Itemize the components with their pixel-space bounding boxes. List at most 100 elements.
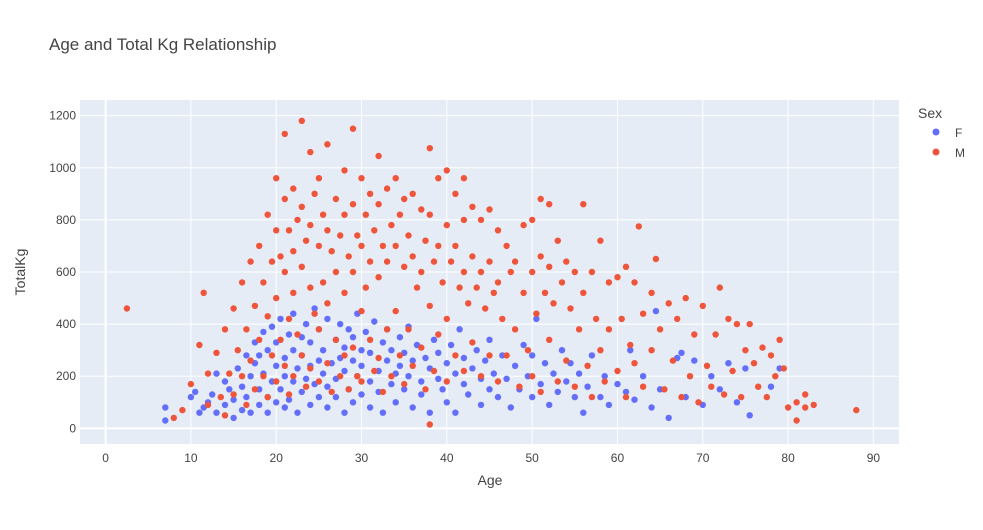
data-point-m[interactable] xyxy=(477,216,485,224)
data-point-m[interactable] xyxy=(388,221,395,229)
data-point-m[interactable] xyxy=(674,315,681,323)
data-point-m[interactable] xyxy=(200,289,207,296)
data-point-m[interactable] xyxy=(456,284,463,291)
data-point-m[interactable] xyxy=(733,320,741,328)
data-point-m[interactable] xyxy=(507,268,514,276)
data-point-m[interactable] xyxy=(298,352,305,359)
data-point-m[interactable] xyxy=(234,347,241,354)
data-point-m[interactable] xyxy=(435,242,442,250)
data-point-m[interactable] xyxy=(618,315,625,323)
data-point-f[interactable] xyxy=(256,352,263,359)
data-point-m[interactable] xyxy=(328,388,335,396)
data-point-f[interactable] xyxy=(290,310,297,317)
data-point-m[interactable] xyxy=(767,352,775,359)
data-point-m[interactable] xyxy=(571,268,578,276)
data-point-m[interactable] xyxy=(307,365,314,372)
data-point-m[interactable] xyxy=(622,263,630,270)
data-point-m[interactable] xyxy=(290,289,297,296)
data-point-m[interactable] xyxy=(776,336,783,343)
data-point-m[interactable] xyxy=(656,326,664,333)
data-point-m[interactable] xyxy=(230,391,237,398)
data-point-m[interactable] xyxy=(204,370,212,377)
data-point-m[interactable] xyxy=(315,175,323,182)
data-point-m[interactable] xyxy=(763,393,770,401)
data-point-f[interactable] xyxy=(290,347,297,354)
data-point-m[interactable] xyxy=(383,258,391,265)
data-point-f[interactable] xyxy=(319,347,327,354)
data-point-m[interactable] xyxy=(635,223,642,230)
data-point-m[interactable] xyxy=(315,326,323,333)
data-point-m[interactable] xyxy=(631,279,638,286)
data-point-m[interactable] xyxy=(426,302,433,310)
data-point-f[interactable] xyxy=(315,393,323,401)
data-point-m[interactable] xyxy=(511,326,519,333)
data-point-m[interactable] xyxy=(720,391,728,398)
data-point-m[interactable] xyxy=(341,289,348,296)
data-point-f[interactable] xyxy=(307,339,314,346)
data-point-f[interactable] xyxy=(264,409,271,416)
data-point-f[interactable] xyxy=(486,386,493,393)
data-point-f[interactable] xyxy=(456,326,463,333)
data-point-f[interactable] xyxy=(213,370,220,377)
data-point-m[interactable] xyxy=(516,383,523,390)
data-point-f[interactable] xyxy=(358,347,365,354)
data-point-f[interactable] xyxy=(708,373,715,380)
data-point-f[interactable] xyxy=(294,365,301,372)
data-point-f[interactable] xyxy=(247,373,254,380)
data-point-f[interactable] xyxy=(324,404,331,411)
data-point-m[interactable] xyxy=(622,393,630,401)
data-point-f[interactable] xyxy=(665,414,672,422)
data-point-m[interactable] xyxy=(503,242,510,250)
data-point-m[interactable] xyxy=(563,258,570,265)
data-point-m[interactable] xyxy=(810,401,817,409)
data-point-f[interactable] xyxy=(554,388,561,396)
data-point-m[interactable] xyxy=(648,347,655,354)
data-point-f[interactable] xyxy=(349,399,357,406)
data-point-m[interactable] xyxy=(486,258,493,265)
data-point-f[interactable] xyxy=(733,399,741,406)
data-point-f[interactable] xyxy=(418,391,425,398)
data-point-m[interactable] xyxy=(558,279,566,286)
data-point-m[interactable] xyxy=(571,383,578,390)
data-point-f[interactable] xyxy=(746,412,753,419)
data-point-f[interactable] xyxy=(597,393,604,401)
data-point-f[interactable] xyxy=(192,388,199,396)
data-point-m[interactable] xyxy=(686,373,694,380)
data-point-m[interactable] xyxy=(315,242,323,250)
data-point-m[interactable] xyxy=(435,175,442,182)
data-point-m[interactable] xyxy=(563,357,570,364)
data-point-m[interactable] xyxy=(332,195,340,203)
data-point-f[interactable] xyxy=(418,378,425,385)
data-point-m[interactable] xyxy=(537,253,544,260)
data-point-f[interactable] xyxy=(230,414,237,422)
data-point-f[interactable] xyxy=(226,386,233,393)
data-point-f[interactable] xyxy=(302,375,310,382)
data-point-f[interactable] xyxy=(243,352,250,359)
data-point-m[interactable] xyxy=(277,253,284,260)
data-point-f[interactable] xyxy=(209,391,216,398)
data-point-m[interactable] xyxy=(418,268,425,276)
data-point-m[interactable] xyxy=(597,347,604,354)
data-point-f[interactable] xyxy=(234,365,241,372)
data-point-f[interactable] xyxy=(575,370,583,377)
data-point-m[interactable] xyxy=(332,268,340,276)
data-point-m[interactable] xyxy=(592,315,600,323)
data-point-f[interactable] xyxy=(302,320,310,328)
data-point-m[interactable] xyxy=(362,284,369,291)
data-point-m[interactable] xyxy=(354,373,361,380)
data-point-m[interactable] xyxy=(358,307,365,315)
data-point-m[interactable] xyxy=(486,206,493,213)
data-point-m[interactable] xyxy=(580,201,587,208)
data-point-m[interactable] xyxy=(379,242,387,250)
data-point-f[interactable] xyxy=(558,347,566,354)
data-point-f[interactable] xyxy=(273,399,280,406)
data-point-m[interactable] xyxy=(298,203,305,210)
data-point-m[interactable] xyxy=(546,263,553,270)
data-point-m[interactable] xyxy=(802,404,809,411)
data-point-f[interactable] xyxy=(341,367,348,375)
data-point-m[interactable] xyxy=(533,310,540,317)
data-point-f[interactable] xyxy=(337,320,344,328)
data-point-f[interactable] xyxy=(324,383,331,390)
data-point-m[interactable] xyxy=(422,237,429,244)
data-point-m[interactable] xyxy=(460,367,468,375)
